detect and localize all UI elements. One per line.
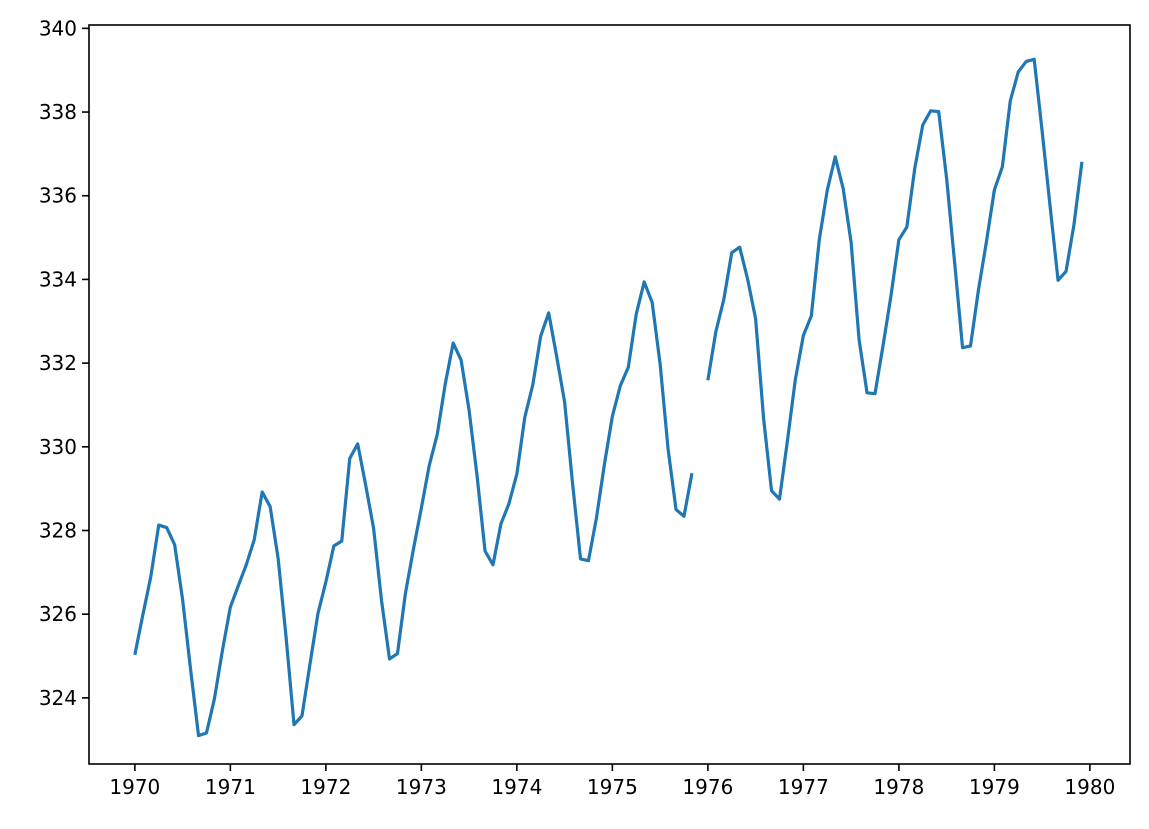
x-axis: 1970 1971 1972 1973 1974 1975 1976 1977 1978 1979… [109, 764, 1115, 799]
x-tick-label: 1977 [778, 775, 829, 799]
x-tick-label: 1979 [969, 775, 1020, 799]
x-tick-label: 1970 [109, 775, 160, 799]
y-tick-label: 338 [39, 100, 77, 124]
y-tick-label: 340 [39, 16, 77, 40]
y-tick-label: 330 [39, 435, 77, 459]
y-axis: 324 326 328 330 332 334 336 338 340 [39, 16, 89, 710]
axes-frame [88, 24, 1131, 765]
x-tick-label: 1972 [300, 775, 351, 799]
series-line-segment-0-1 [706, 57, 1084, 501]
x-tick-label: 1976 [682, 775, 733, 799]
y-tick-label: 336 [39, 184, 77, 208]
y-tick-label: 332 [39, 351, 77, 375]
x-tick-label: 1975 [587, 775, 638, 799]
y-tick-label: 324 [39, 686, 77, 710]
series-line-segment-0-0 [133, 280, 694, 738]
plot-area [133, 57, 1084, 738]
x-tick-label: 1973 [396, 775, 447, 799]
y-tick-label: 334 [39, 267, 77, 291]
x-tick-label: 1971 [205, 775, 256, 799]
y-tick-label: 328 [39, 518, 77, 542]
x-tick-label: 1980 [1064, 775, 1115, 799]
x-tick-label: 1974 [491, 775, 542, 799]
y-tick-label: 326 [39, 602, 77, 626]
x-tick-label: 1978 [873, 775, 924, 799]
